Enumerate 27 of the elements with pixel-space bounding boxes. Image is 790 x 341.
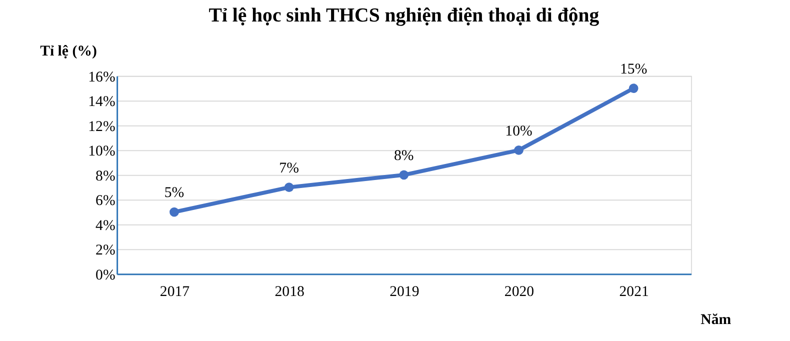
y-tick-label: 14% — [88, 94, 116, 110]
point — [399, 170, 409, 180]
y-tick-label: 0% — [96, 267, 116, 284]
y-tick-label: 12% — [88, 118, 116, 135]
point — [628, 84, 638, 93]
point — [514, 145, 524, 155]
y-tick-label: 2% — [96, 242, 116, 259]
x-tick-label: 2017 — [160, 284, 190, 300]
y-tick-label: 6% — [96, 193, 116, 210]
y-tick-label: 8% — [96, 168, 116, 184]
data-label: 7% — [279, 160, 299, 176]
x-tick-label: 2019 — [390, 284, 420, 300]
x-tick-label: 2020 — [504, 284, 534, 300]
y-tick-label: 10% — [88, 144, 116, 160]
point — [170, 207, 179, 217]
data-label: 5% — [164, 185, 184, 202]
y-tick-label: 4% — [96, 218, 116, 234]
x-axis-title: Năm — [700, 312, 732, 328]
data-label: 15% — [620, 61, 648, 78]
y-axis-title: Tỉ lệ (%) — [40, 44, 97, 60]
data-label: 8% — [394, 148, 414, 164]
point — [284, 182, 294, 192]
data-label: 10% — [505, 123, 532, 140]
x-tick-label: 2021 — [619, 284, 649, 300]
y-tick-label: 16% — [88, 69, 116, 86]
x-tick-label: 2018 — [274, 284, 304, 300]
chart-title: Tỉ lệ học sinh THCS nghiện điện thoại di động — [208, 4, 600, 26]
